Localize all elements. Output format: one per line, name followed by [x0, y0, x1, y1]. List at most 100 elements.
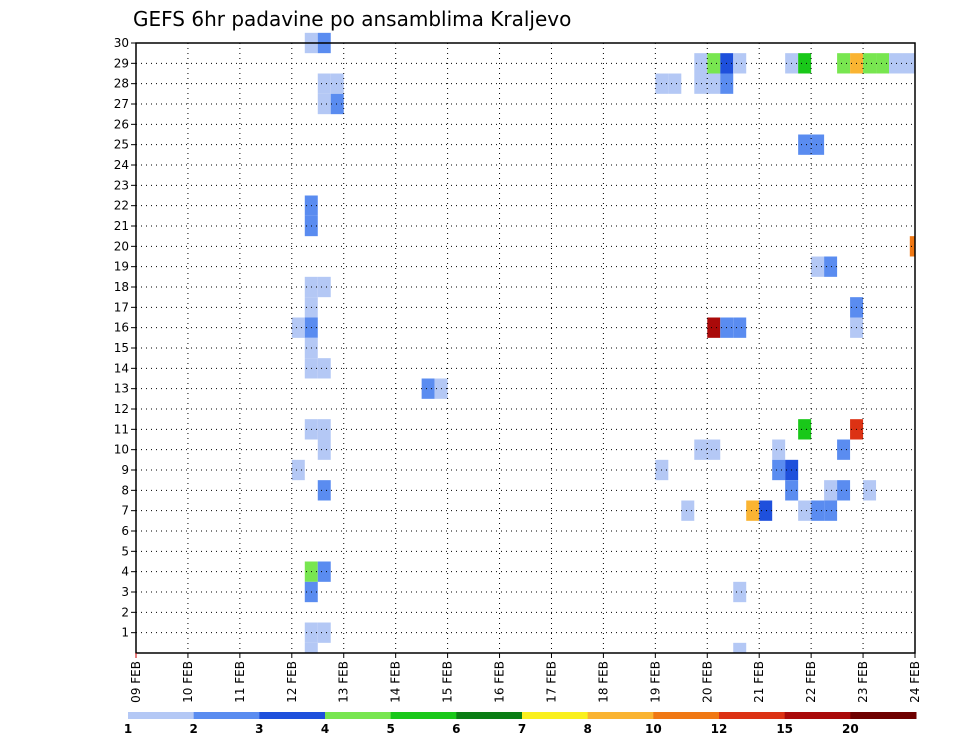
heatmap-cell [694, 73, 708, 94]
x-tick-label: 13 FEB [337, 661, 351, 703]
heatmap-cell [733, 53, 747, 74]
heatmap-cell [837, 439, 851, 460]
y-tick-label: 14 [114, 361, 129, 375]
x-tick-label: 22 FEB [804, 661, 818, 703]
legend-swatch [325, 712, 392, 719]
x-tick-label: 12 FEB [285, 661, 299, 703]
heatmap-cell [863, 480, 877, 501]
x-tick-label: 09 FEB [129, 661, 143, 703]
legend-label: 7 [518, 722, 526, 736]
heatmap-cell [824, 480, 838, 501]
heatmap-cell [863, 53, 877, 74]
legend-swatch [128, 712, 195, 719]
heatmap-cell [798, 53, 812, 74]
x-tick-label: 23 FEB [856, 661, 870, 703]
heatmap-cell [317, 439, 331, 460]
x-tick-label: 18 FEB [596, 661, 610, 703]
x-tick-label: 21 FEB [752, 661, 766, 703]
heatmap-cell [824, 256, 838, 277]
x-tick-label: 19 FEB [648, 661, 662, 703]
y-tick-label: 10 [114, 443, 129, 457]
heatmap-cell [772, 439, 786, 460]
heatmap-cell [876, 53, 890, 74]
chart-title: GEFS 6hr padavine po ansamblima Kraljevo [133, 7, 571, 31]
x-tick-label: 14 FEB [389, 661, 403, 703]
heatmap-cell [317, 561, 331, 582]
heatmap-cell [304, 642, 318, 653]
heatmap-cell [317, 419, 331, 440]
x-tick-label: 10 FEB [181, 661, 195, 703]
heatmap-cell [707, 439, 721, 460]
y-tick-label: 19 [114, 260, 129, 274]
legend-label: 3 [255, 722, 263, 736]
y-tick-label: 5 [121, 544, 129, 558]
heatmap-cell [837, 480, 851, 501]
heatmap-cell [291, 459, 305, 481]
legend-label: 10 [645, 722, 662, 736]
y-tick-label: 21 [114, 219, 129, 233]
y-axis: 1234567891011121314151617181920212223242… [114, 36, 136, 640]
y-tick-label: 1 [121, 626, 129, 640]
y-tick-label: 12 [114, 402, 129, 416]
heatmap-cell [707, 53, 721, 74]
legend-label: 5 [386, 722, 394, 736]
legend-label: 12 [711, 722, 728, 736]
legend-label: 6 [452, 722, 460, 736]
y-tick-label: 26 [114, 117, 129, 131]
y-tick-label: 18 [114, 280, 129, 294]
y-tick-label: 16 [114, 321, 129, 335]
heatmap-cell [668, 73, 682, 94]
heatmap-cell [707, 317, 721, 338]
legend-label: 1 [124, 722, 132, 736]
legend-label: 2 [189, 722, 197, 736]
heatmap-cell [317, 480, 331, 501]
y-tick-label: 27 [114, 97, 129, 111]
heatmap-cell [421, 378, 435, 399]
heatmap-cell [798, 500, 812, 521]
y-tick-label: 9 [121, 463, 129, 477]
heatmap-cell [811, 256, 825, 277]
heatmap-cell [798, 134, 812, 155]
heatmap-cell [909, 236, 915, 257]
heatmap-cell [811, 500, 825, 521]
y-tick-label: 17 [114, 300, 129, 314]
y-tick-label: 25 [114, 138, 129, 152]
heatmap-cell [889, 53, 903, 74]
y-tick-label: 20 [114, 239, 129, 253]
heatmap-cell [694, 53, 708, 74]
heatmap-cell [317, 276, 331, 298]
y-tick-label: 4 [121, 565, 129, 579]
heatmap-cell [317, 358, 331, 379]
y-tick-label: 6 [121, 524, 129, 538]
heatmap-cell [837, 53, 851, 74]
y-tick-label: 2 [121, 605, 129, 619]
y-tick-label: 7 [121, 504, 129, 518]
y-tick-label: 23 [114, 178, 129, 192]
heatmap-cell [759, 500, 773, 521]
heatmap-cell [317, 93, 331, 115]
x-axis: 09 FEB 10 FEB 11 FEB 12 FEB 13 FEB 14 FEB 15 F… [129, 653, 922, 703]
legend-label: 20 [842, 722, 859, 736]
y-tick-label: 3 [121, 585, 129, 599]
legend-swatch [259, 712, 326, 719]
heatmap-cell [824, 500, 838, 521]
heatmap-cell [317, 622, 331, 643]
y-tick-label: 24 [114, 158, 129, 172]
y-tick-label: 22 [114, 199, 129, 213]
heatmap-cell [707, 73, 721, 94]
heatmap-cell [733, 581, 747, 603]
x-tick-label: 17 FEB [544, 661, 558, 703]
y-tick-label: 13 [114, 382, 129, 396]
x-tick-label: 20 FEB [700, 661, 714, 703]
dotted-grid [136, 43, 915, 653]
heatmap-cell [291, 317, 305, 338]
heatmap-cell [317, 73, 331, 94]
x-tick-label: 24 FEB [908, 661, 922, 703]
color-legend: 1 2 3 4 5 6 7 8 10 12 15 20 [124, 712, 917, 736]
legend-swatch [850, 712, 917, 719]
heatmap-cell [746, 500, 760, 521]
legend-swatch [522, 712, 589, 719]
heatmap-cell [902, 53, 915, 74]
y-tick-label: 15 [114, 341, 129, 355]
